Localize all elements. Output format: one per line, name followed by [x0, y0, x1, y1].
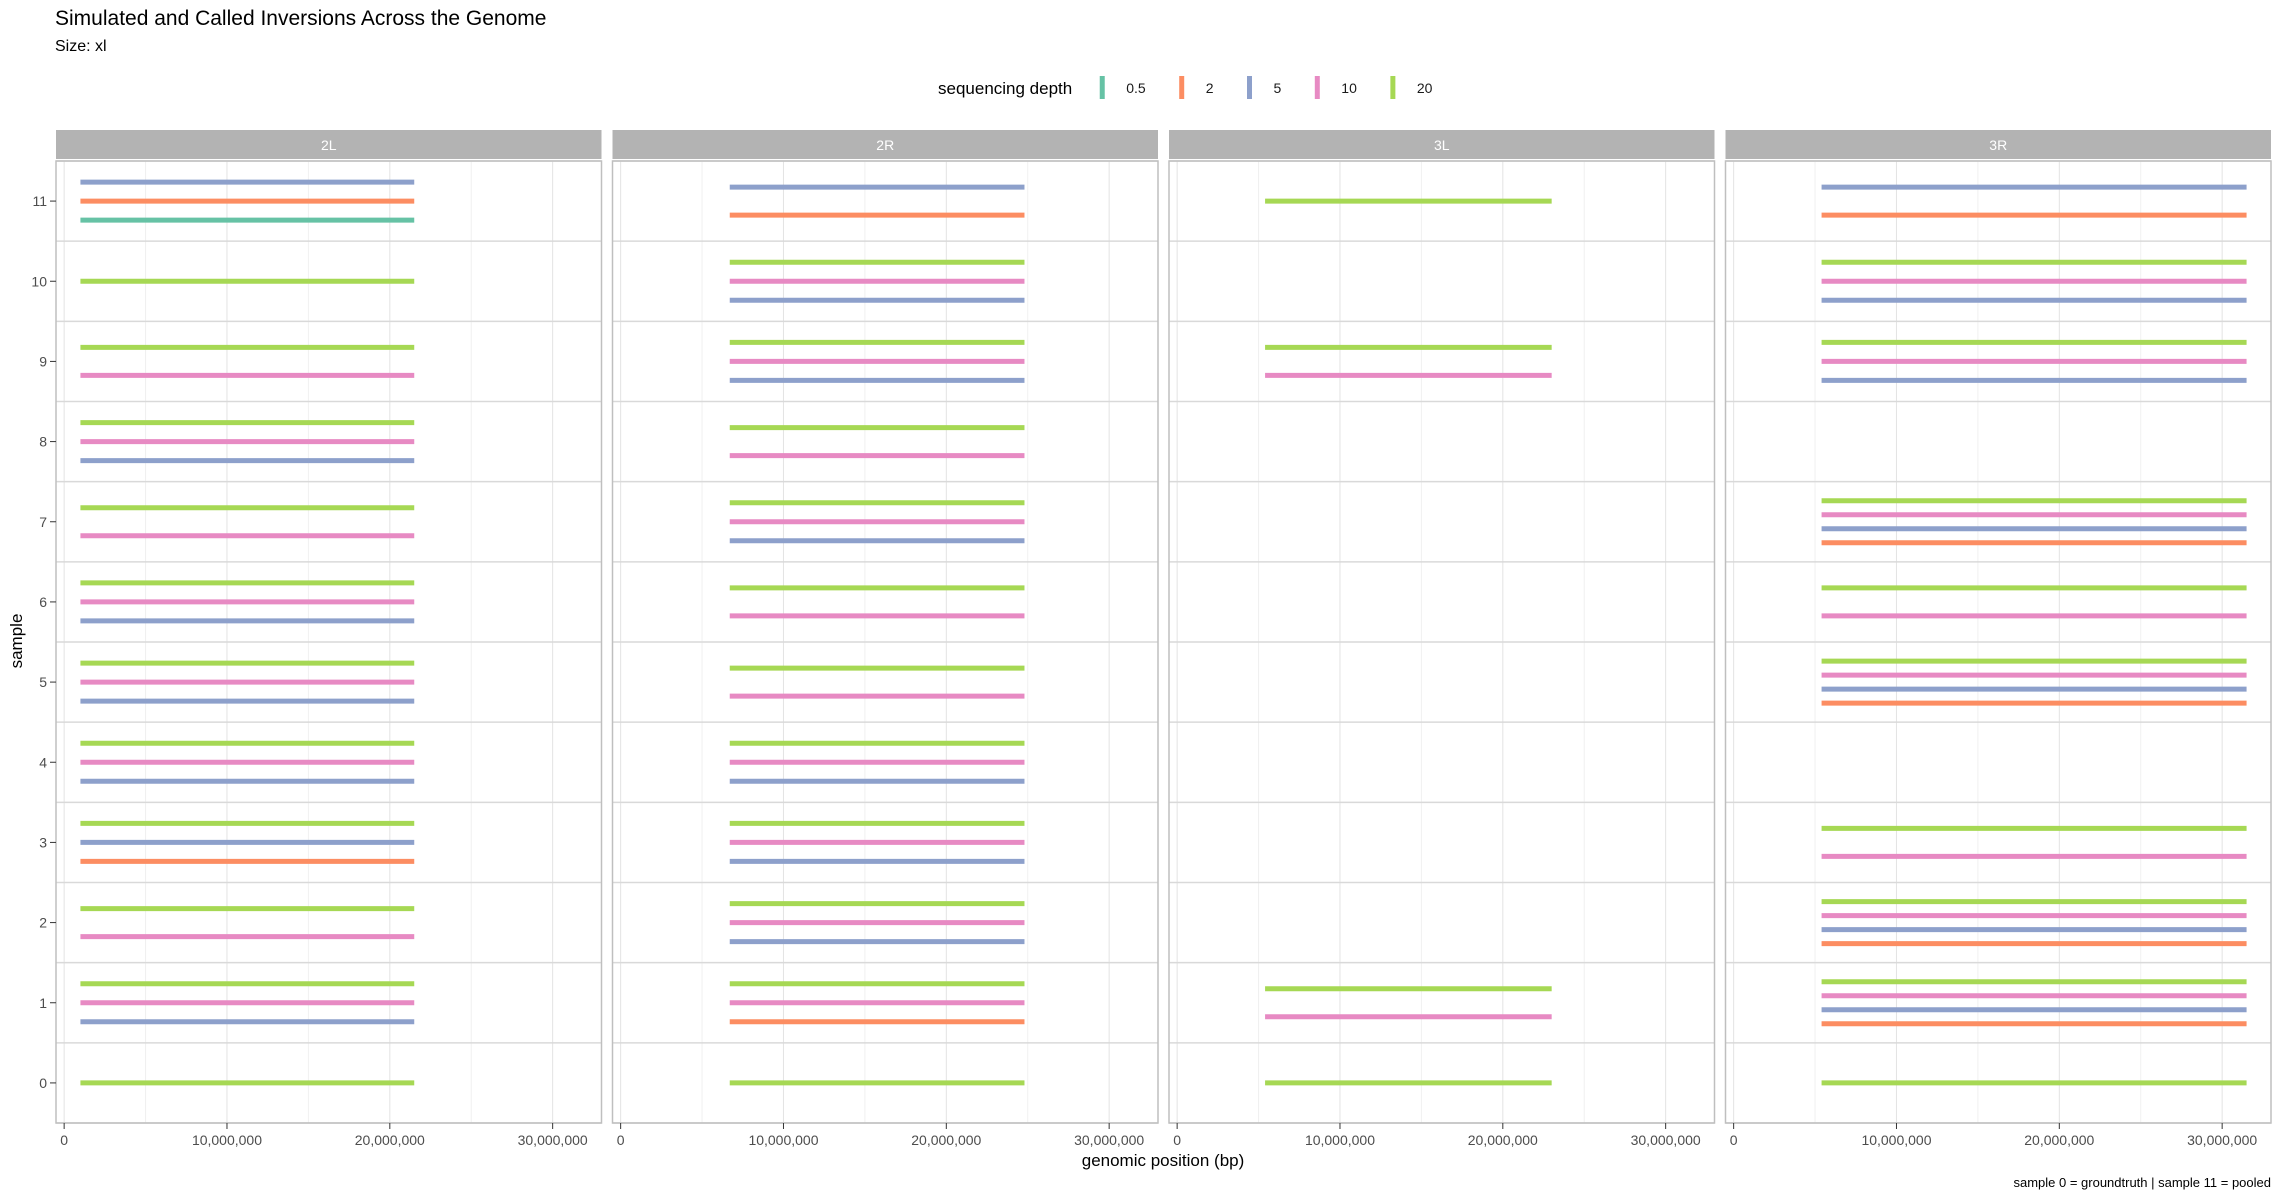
- legend-title: sequencing depth: [938, 79, 1072, 98]
- panel-border: [55, 160, 603, 1124]
- x-tick-label: 10,000,000: [192, 1132, 262, 1148]
- legend: sequencing depth 0.5 2 5 10 20: [938, 76, 1433, 99]
- facet-panel-2r: 2R 0 10,000,000 20,000,000 30,000,000: [611, 130, 1159, 1148]
- x-tick-label: 30,000,000: [2187, 1132, 2257, 1148]
- y-tick-label: 1: [39, 995, 47, 1011]
- chart-subtitle: Size: xl: [55, 38, 107, 55]
- x-tick-label: 0: [1173, 1132, 1181, 1148]
- facet-strip-label: 3R: [1989, 137, 2007, 153]
- facet-strip: [1169, 130, 1715, 159]
- facet-strip: [1725, 130, 2271, 159]
- x-tick-label: 20,000,000: [911, 1132, 981, 1148]
- facet-strip-label: 3L: [1434, 137, 1450, 153]
- legend-label: 20: [1417, 80, 1433, 96]
- x-axis-label: genomic position (bp): [1082, 1151, 1245, 1170]
- facet-strip: [612, 130, 1158, 159]
- legend-label: 0.5: [1126, 80, 1146, 96]
- legend-label: 2: [1206, 80, 1214, 96]
- facet-panel-3r: 3R 0 10,000,000 20,000,000 30,000,000: [1724, 130, 2272, 1148]
- y-tick-label: 2: [39, 915, 47, 931]
- facet-panel-3l: 3L 0 10,000,000 20,000,000 30,000,000: [1168, 130, 1716, 1148]
- x-tick-label: 10,000,000: [1305, 1132, 1375, 1148]
- legend-label: 10: [1341, 80, 1357, 96]
- x-tick-label: 30,000,000: [1631, 1132, 1701, 1148]
- x-tick-label: 20,000,000: [2024, 1132, 2094, 1148]
- facet-panels: 2L 0 10,000,000 20,000,000 30,000,000 2R 0 10,0…: [55, 130, 2272, 1148]
- y-axis-label: sample: [7, 614, 26, 669]
- x-tick-label: 10,000,000: [1861, 1132, 1931, 1148]
- legend-label: 5: [1274, 80, 1282, 96]
- facet-strip-label: 2L: [321, 137, 337, 153]
- x-tick-label: 0: [1730, 1132, 1738, 1148]
- y-tick-label: 0: [39, 1075, 47, 1091]
- x-tick-label: 0: [60, 1132, 68, 1148]
- facet-strip-label: 2R: [876, 137, 894, 153]
- facet-panel-2l: 2L 0 10,000,000 20,000,000 30,000,000: [55, 130, 603, 1148]
- x-tick-label: 30,000,000: [1074, 1132, 1144, 1148]
- y-tick-label: 10: [31, 273, 47, 289]
- x-tick-label: 0: [617, 1132, 625, 1148]
- panel-border: [611, 160, 1159, 1124]
- x-tick-label: 20,000,000: [1468, 1132, 1538, 1148]
- y-axis: 0 1 2 3 4 5 6 7 8 9 10 11: [31, 193, 56, 1091]
- panel-border: [1168, 160, 1716, 1124]
- x-tick-label: 20,000,000: [355, 1132, 425, 1148]
- y-tick-label: 6: [39, 594, 47, 610]
- x-tick-label: 30,000,000: [518, 1132, 588, 1148]
- y-tick-label: 8: [39, 434, 47, 450]
- chart-title: Simulated and Called Inversions Across t…: [55, 7, 546, 30]
- panel-border: [1724, 160, 2272, 1124]
- x-tick-label: 10,000,000: [748, 1132, 818, 1148]
- caption: sample 0 = groundtruth | sample 11 = poo…: [2013, 1175, 2271, 1190]
- y-tick-label: 9: [39, 353, 47, 369]
- y-tick-label: 5: [39, 674, 47, 690]
- y-tick-label: 11: [32, 193, 47, 209]
- y-tick-label: 4: [39, 754, 47, 770]
- y-tick-label: 7: [39, 514, 47, 530]
- y-tick-label: 3: [39, 834, 47, 850]
- facet-strip: [56, 130, 602, 159]
